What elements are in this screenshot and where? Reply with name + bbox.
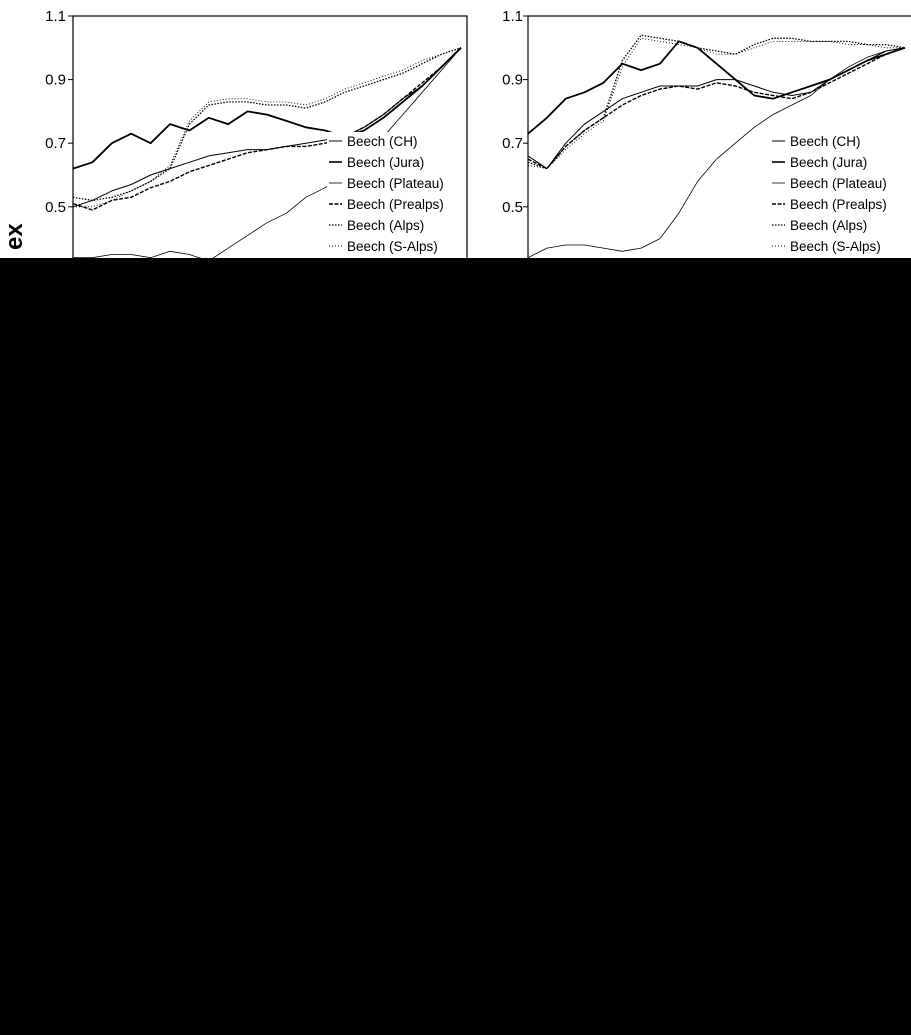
panel-right: 1.1 0.9 0.7 0.5 Beech (CH) Beech (Jura) Beech … — [502, 8, 911, 258]
series-line-beech-jura — [527, 40, 906, 135]
series-line-beech-jura — [72, 47, 462, 170]
legend-label: Beech (Jura) — [347, 155, 424, 170]
legend-label: Beech (Plateau) — [790, 176, 887, 191]
legend-label: Beech (Jura) — [790, 155, 867, 170]
series-line-beech-plateau — [527, 47, 906, 258]
series-line-beech-prealps — [72, 47, 462, 211]
legend-background — [770, 132, 906, 258]
legend-label: Beech (CH) — [347, 134, 418, 149]
legend-label: Beech (Prealps) — [790, 197, 887, 212]
panel-left: 1.1 0.9 0.7 0.5 Beech (CH) Beech (Jura) Beech … — [45, 8, 468, 258]
plot-frame — [527, 15, 911, 258]
legend-label: Beech (Alps) — [347, 218, 424, 233]
series-line-beech-alps — [72, 47, 462, 202]
y-tick-label: 0.5 — [502, 199, 523, 216]
legend-label: Beech (CH) — [790, 134, 861, 149]
y-tick-label: 0.9 — [45, 72, 66, 89]
y-tick-label: 1.1 — [45, 8, 66, 25]
y-tick-label: 0.7 — [45, 135, 66, 152]
figure: ex 1.1 0.9 0.7 0.5 Beech (CH) Beech (Jura) Bee… — [0, 0, 911, 258]
legend-label: Beech (S-Alps) — [347, 239, 438, 254]
legend-background — [327, 132, 463, 258]
y-axis-label-fragment: ex — [1, 223, 28, 250]
legend-label: Beech (Prealps) — [347, 197, 444, 212]
black-redaction — [0, 258, 911, 1035]
plot-frame — [72, 15, 468, 258]
series-line-beech-s-alps — [73, 47, 462, 208]
y-tick-label: 1.1 — [502, 8, 523, 25]
y-tick-label: 0.5 — [45, 199, 66, 216]
legend-label: Beech (Plateau) — [347, 176, 444, 191]
series-line-beech-s-alps — [527, 37, 905, 170]
legend-label: Beech (S-Alps) — [790, 239, 881, 254]
y-tick-label: 0.9 — [502, 72, 523, 89]
series-line-beech-alps — [527, 34, 906, 170]
y-tick-label: 0.7 — [502, 135, 523, 152]
figure-svg: ex 1.1 0.9 0.7 0.5 Beech (CH) Beech (Jura) Bee… — [1, 8, 911, 258]
legend-label: Beech (Alps) — [790, 218, 867, 233]
series-line-beech-plateau — [73, 47, 462, 258]
